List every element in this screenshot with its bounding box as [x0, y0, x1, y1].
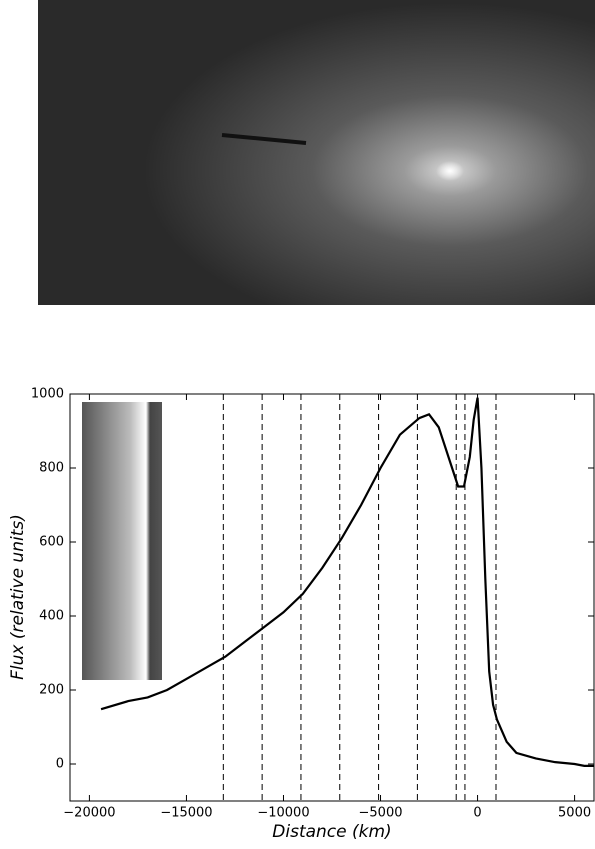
comet-image — [38, 0, 595, 305]
y-tick-label: 200 — [39, 683, 64, 698]
nucleus — [436, 161, 464, 181]
y-tick-label: 0 — [56, 757, 64, 772]
y-tick-label: 400 — [39, 609, 64, 624]
inset-image — [82, 402, 162, 680]
streak — [221, 133, 307, 145]
y-axis-label: Flux (relative units) — [8, 514, 28, 680]
x-tick-label: 0 — [473, 806, 481, 821]
x-tick-label: −15000 — [160, 806, 212, 821]
x-tick-label: −20000 — [63, 806, 115, 821]
y-tick-label: 800 — [39, 461, 64, 476]
y-tick-label: 600 — [39, 535, 64, 550]
y-tick-label: 1000 — [31, 387, 64, 402]
x-tick-label: 5000 — [558, 806, 591, 821]
x-tick-label: −5000 — [359, 806, 403, 821]
x-tick-label: −10000 — [257, 806, 309, 821]
x-axis-label: Distance (km) — [272, 822, 391, 842]
plot-frame — [69, 393, 595, 802]
plot: −20000 −15000 −10000 −5000 0 5000 0 200 400 600 80… — [31, 387, 594, 821]
data-line — [100, 397, 594, 767]
